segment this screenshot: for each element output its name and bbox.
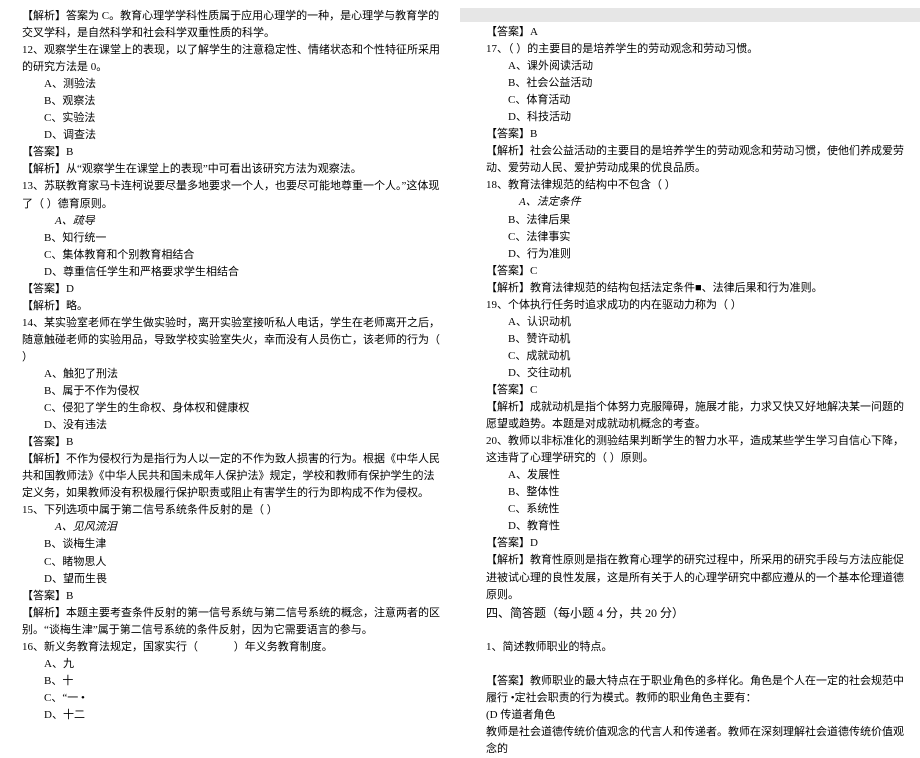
a14: 【答案】B xyxy=(22,434,442,451)
q12: 12、观察学生在课堂上的表现，以了解学生的注意稳定性、情绪状态和个性特征所采用的… xyxy=(22,42,442,76)
q19: 19、个体执行任务时追求成功的内在驱动力称为（ ） xyxy=(486,297,906,314)
q18-opt-b: B、法律后果 xyxy=(486,212,906,229)
q14-opt-d: D、没有违法 xyxy=(22,417,442,434)
a19: 【答案】C xyxy=(486,382,906,399)
explain-11: 【解析】答案为 C。教育心理学学科性质属于应用心理学的一种，是心理学与教育学的交… xyxy=(22,8,442,42)
q18: 18、教育法律规范的结构中不包含（ ） xyxy=(486,177,906,194)
q15-opt-b: B、谈梅生津 xyxy=(22,536,442,553)
e13: 【解析】略。 xyxy=(22,298,442,315)
a15: 【答案】B xyxy=(22,588,442,605)
blank-line-2 xyxy=(486,656,906,673)
q15: 15、下列选项中属于第二信号系统条件反射的是（ ） xyxy=(22,502,442,519)
section-4-title: 四、简答题（每小题 4 分，共 20 分） xyxy=(486,604,906,623)
sa1b: (D 传道者角色 xyxy=(486,707,906,724)
q18-opt-d: D、行为准则 xyxy=(486,246,906,263)
e12: 【解析】从“观察学生在课堂上的表现”中可看出该研究方法为观察法。 xyxy=(22,161,442,178)
q13-opt-b: B、知行统一 xyxy=(22,230,442,247)
q20-opt-d: D、教育性 xyxy=(486,518,906,535)
q16-opt-c: C、“一 • xyxy=(22,690,442,707)
q12-opt-d: D、调查法 xyxy=(22,127,442,144)
a12: 【答案】B xyxy=(22,144,442,161)
q17-opt-b: B、社会公益活动 xyxy=(486,75,906,92)
q18-opt-c: C、法律事实 xyxy=(486,229,906,246)
left-column: 【解析】答案为 C。教育心理学学科性质属于应用心理学的一种，是心理学与教育学的交… xyxy=(0,0,460,651)
q17-opt-d: D、科技活动 xyxy=(486,109,906,126)
q17-opt-a: A、课外阅读活动 xyxy=(486,58,906,75)
e19: 【解析】成就动机是指个体努力克服障碍，施展才能，力求又快又好地解决某一问题的愿望… xyxy=(486,399,906,433)
e17: 【解析】社会公益活动的主要目的是培养学生的劳动观念和劳动习惯，使他们养成爱劳动、… xyxy=(486,143,906,177)
q12-opt-c: C、实验法 xyxy=(22,110,442,127)
e20: 【解析】教育性原则是指在教育心理学的研究过程中，所采用的研究手段与方法应能促进被… xyxy=(486,552,906,603)
q17-opt-c: C、体育活动 xyxy=(486,92,906,109)
q18-opt-a: A、法定条件 xyxy=(486,194,906,211)
q16: 16、新义务教育法规定，国家实行（ ）年义务教育制度。 xyxy=(22,639,442,656)
q13-opt-d: D、尊重信任学生和严格要求学生相结合 xyxy=(22,264,442,281)
q13: 13、苏联教育家马卡连柯说要尽量多地要求一个人，也要尽可能地尊重一个人。”这体现… xyxy=(22,178,442,212)
q19-opt-d: D、交往动机 xyxy=(486,365,906,382)
q14-opt-a: A、触犯了刑法 xyxy=(22,366,442,383)
q20-opt-a: A、发展性 xyxy=(486,467,906,484)
a18: 【答案】C xyxy=(486,263,906,280)
a17: 【答案】B xyxy=(486,126,906,143)
sa1c: 教师是社会道德传统价值观念的代言人和传递者。教师在深刻理解社会道德传统价值观念的 xyxy=(486,724,906,758)
right-column: 【答案】A 17、（ ）的主要目的是培养学生的劳动观念和劳动习惯。 A、课外阅读… xyxy=(460,0,920,651)
q14-opt-b: B、属于不作为侵权 xyxy=(22,383,442,400)
q20-opt-c: C、系统性 xyxy=(486,501,906,518)
q16-opt-a: A、九 xyxy=(22,656,442,673)
q15-opt-d: D、望而生畏 xyxy=(22,571,442,588)
q15-opt-c: C、睹物思人 xyxy=(22,554,442,571)
q14: 14、某实验室老师在学生做实验时，离开实验室接听私人电话，学生在老师离开之后，随… xyxy=(22,315,442,366)
q20-opt-b: B、整体性 xyxy=(486,484,906,501)
q12-opt-a: A、测验法 xyxy=(22,76,442,93)
e14: 【解析】不作为侵权行为是指行为人以一定的不作为致人损害的行为。根据《中华人民共和… xyxy=(22,451,442,502)
q20: 20、教师以非标准化的测验结果判断学生的智力水平，造成某些学生学习自信心下降，这… xyxy=(486,433,906,467)
a16: 【答案】A xyxy=(486,24,906,41)
e18: 【解析】教育法律规范的结构包括法定条件■、法律后果和行为准则。 xyxy=(486,280,906,297)
a13: 【答案】D xyxy=(22,281,442,298)
sa1: 【答案】教师职业的最大特点在于职业角色的多样化。角色是个人在一定的社会规范中履行… xyxy=(486,673,906,707)
blank-line xyxy=(486,622,906,639)
sq1: 1、简述教师职业的特点。 xyxy=(486,639,906,656)
q17: 17、（ ）的主要目的是培养学生的劳动观念和劳动习惯。 xyxy=(486,41,906,58)
q15-opt-a: A、见风流泪 xyxy=(22,519,442,536)
q13-opt-a: A、疏导 xyxy=(22,213,442,230)
q13-opt-c: C、集体教育和个别教育相结合 xyxy=(22,247,442,264)
q12-opt-b: B、观察法 xyxy=(22,93,442,110)
q16-opt-b: B、十 xyxy=(22,673,442,690)
e15: 【解析】本题主要考查条件反射的第一信号系统与第二信号系统的概念，注意两者的区别。… xyxy=(22,605,442,639)
q16-opt-d: D、十二 xyxy=(22,707,442,724)
answer-band xyxy=(460,8,920,22)
q19-opt-c: C、成就动机 xyxy=(486,348,906,365)
q19-opt-a: A、认识动机 xyxy=(486,314,906,331)
q14-opt-c: C、侵犯了学生的生命权、身体权和健康权 xyxy=(22,400,442,417)
a20: 【答案】D xyxy=(486,535,906,552)
q19-opt-b: B、赞许动机 xyxy=(486,331,906,348)
